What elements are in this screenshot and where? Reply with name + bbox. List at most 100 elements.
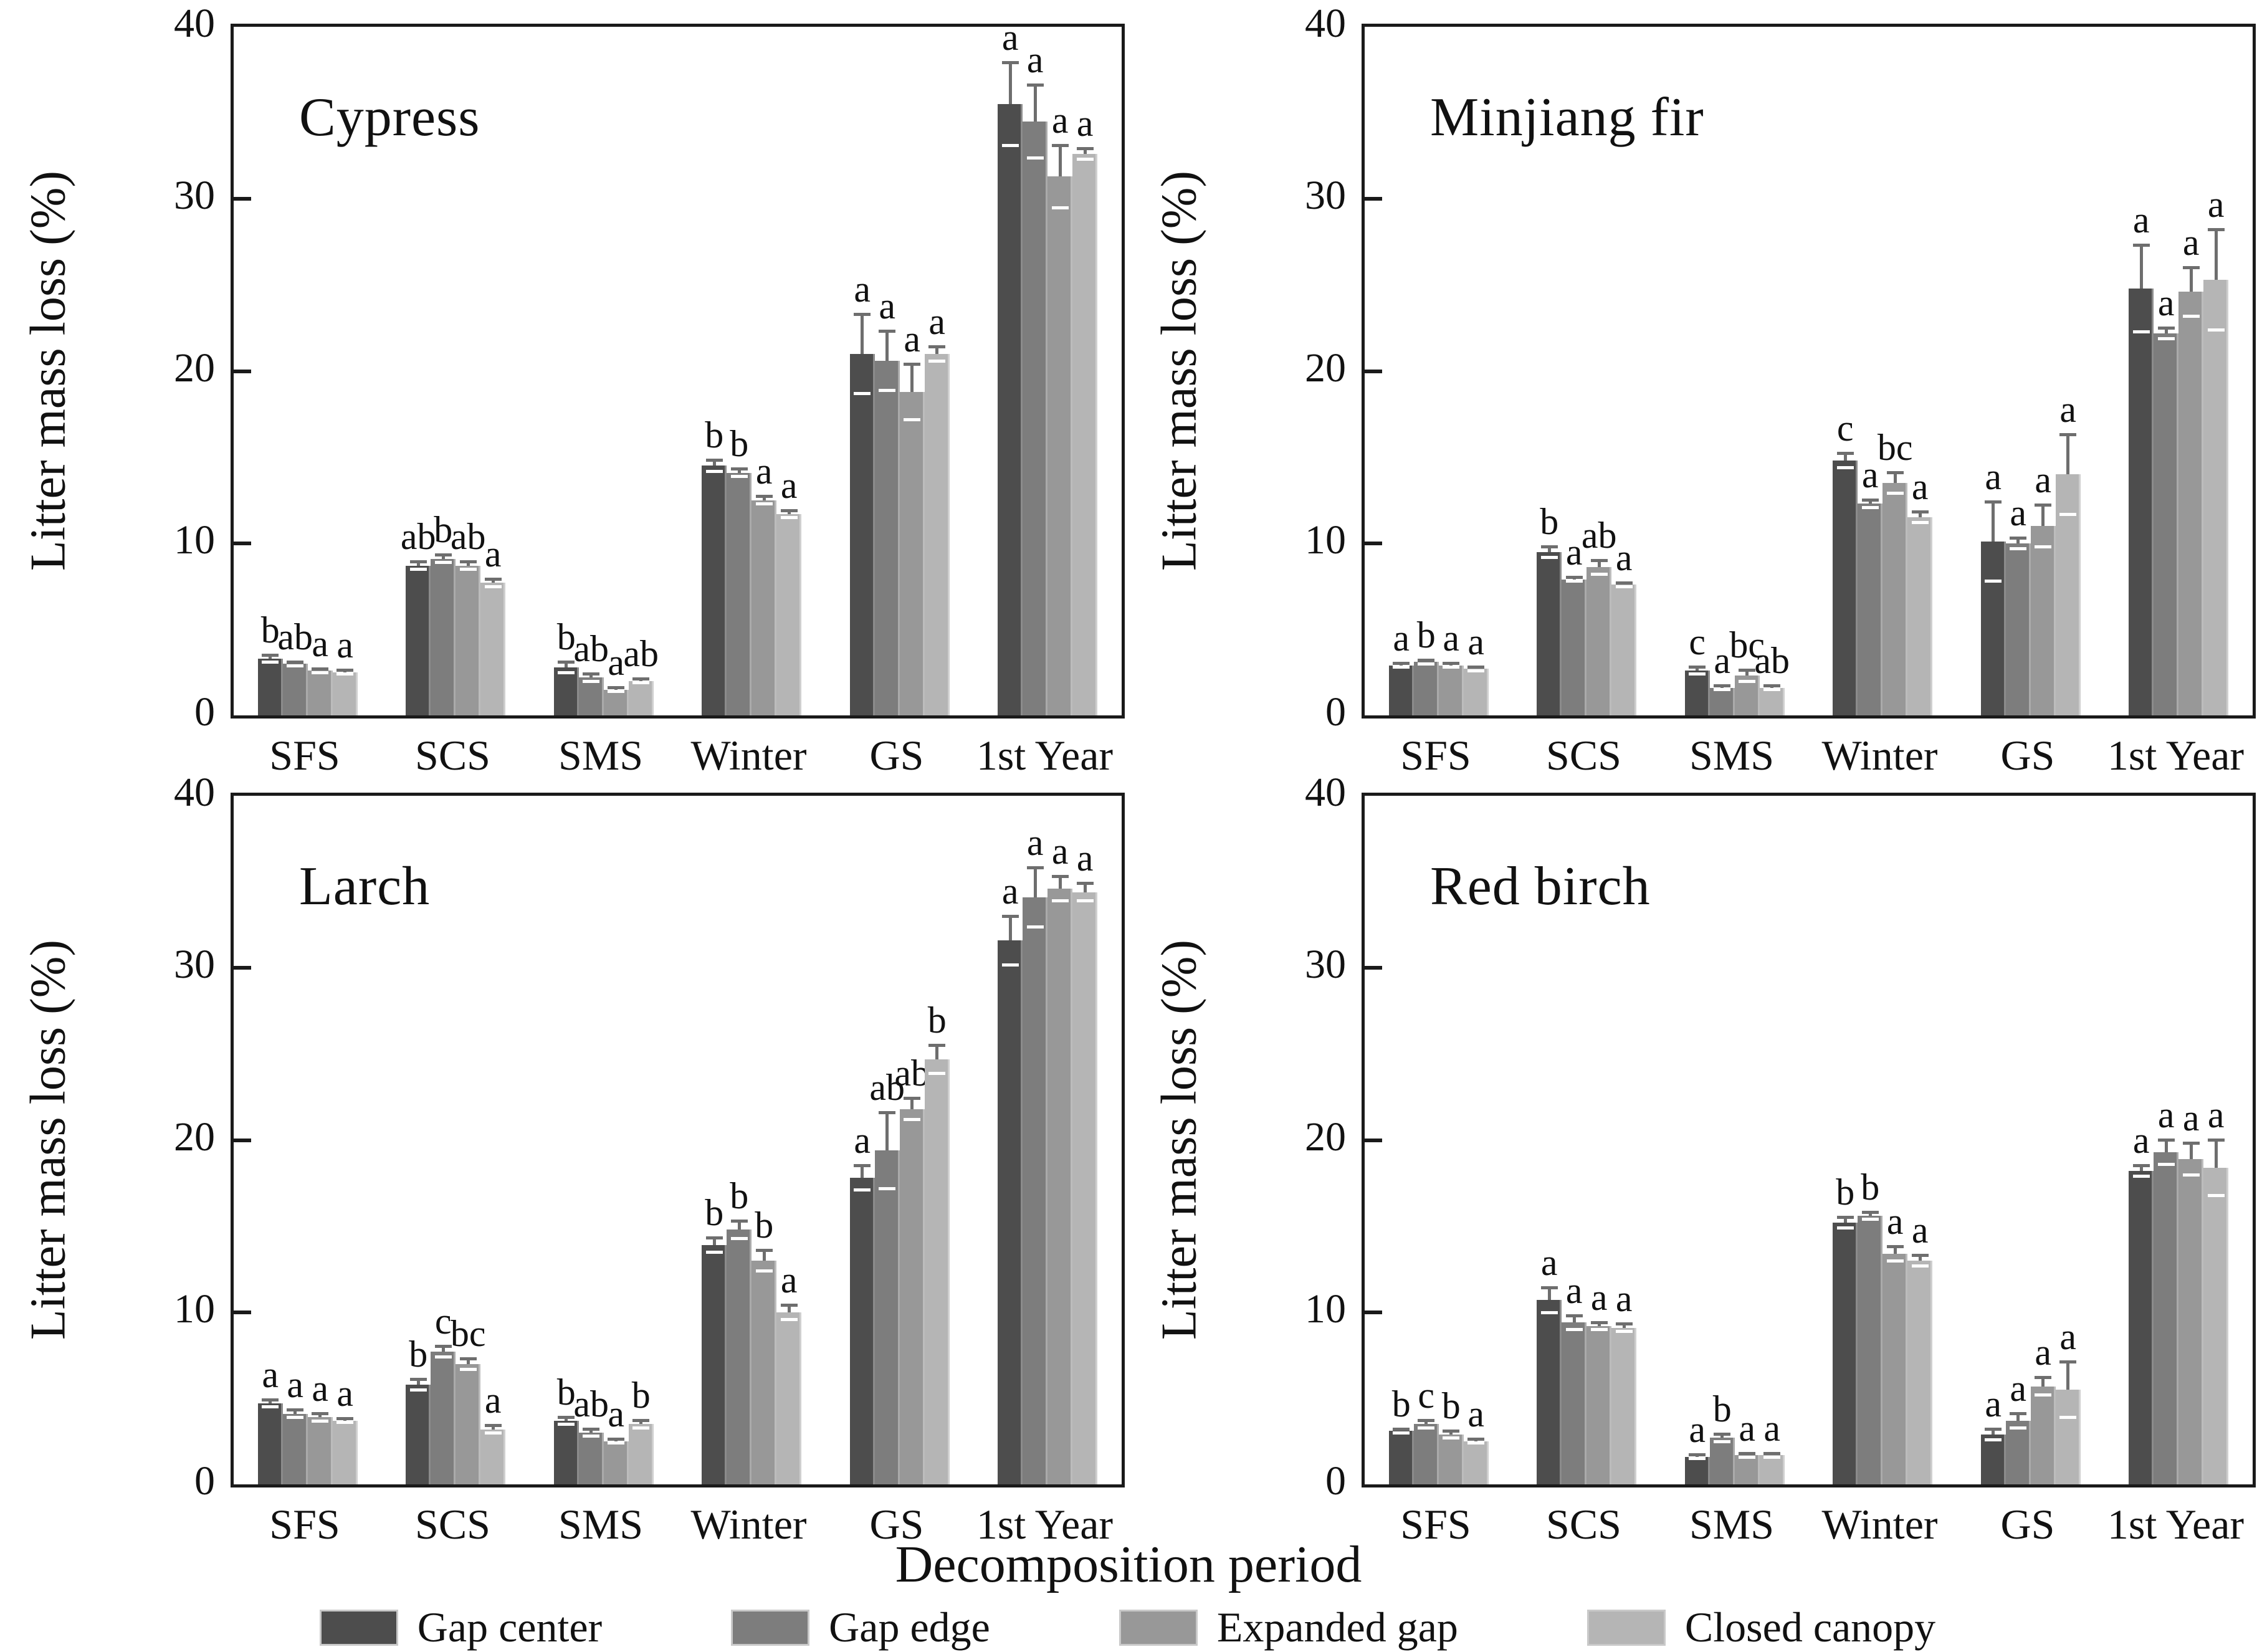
error-bar-lower-cap bbox=[854, 1188, 871, 1192]
bar-gap-center bbox=[406, 565, 431, 715]
bar-gap-center bbox=[998, 104, 1023, 715]
error-bar-lower-cap bbox=[336, 1421, 354, 1425]
error-bar-cap bbox=[2010, 1411, 2027, 1415]
error-bar bbox=[1992, 500, 1995, 542]
error-bar-lower-cap bbox=[632, 1426, 650, 1430]
significance-letter: c bbox=[1418, 1375, 1435, 1416]
y-tick-mark bbox=[234, 1310, 251, 1314]
error-bar bbox=[2139, 244, 2143, 289]
significance-letter: a bbox=[1467, 621, 1485, 662]
bar-gap-center bbox=[1980, 1434, 2006, 1484]
error-bar-cap bbox=[1565, 1314, 1583, 1317]
bar-gap-edge bbox=[578, 1433, 604, 1484]
bar-expanded-gap bbox=[2030, 1386, 2056, 1484]
x-tick-label: GS bbox=[2000, 732, 2055, 779]
significance-letter: a bbox=[336, 1373, 354, 1415]
error-bar-lower-cap bbox=[2059, 512, 2077, 516]
significance-letter: ab bbox=[1754, 640, 1790, 682]
error-bar bbox=[1843, 1216, 1847, 1223]
bar-closed-canopy bbox=[1907, 1260, 1933, 1484]
bar-gap-edge bbox=[1858, 1216, 1883, 1484]
bar-gap-center bbox=[2129, 288, 2154, 715]
significance-letter: b bbox=[260, 609, 280, 651]
bar-closed-canopy bbox=[776, 513, 802, 715]
y-axis-title: Litter mass loss (%) bbox=[1152, 170, 1207, 571]
bar-gap-center bbox=[1833, 461, 1858, 715]
bar-gap-center bbox=[1388, 1431, 1414, 1484]
y-tick-mark bbox=[1365, 1138, 1382, 1142]
y-axis-title: Litter mass loss (%) bbox=[21, 170, 76, 571]
x-tick-labels: SFS SCS SMS Winter GS 1st Year bbox=[1362, 731, 2256, 790]
bar-gap-edge bbox=[2005, 1420, 2031, 1484]
error-bar-lower-cap bbox=[1886, 492, 1904, 495]
bar-expanded-gap bbox=[899, 1109, 925, 1484]
y-tick-mark bbox=[234, 966, 251, 970]
bar-gap-edge bbox=[578, 677, 604, 715]
significance-letter: a bbox=[1540, 1242, 1558, 1284]
y-tick-mark bbox=[1365, 541, 1382, 545]
bar-expanded-gap bbox=[1882, 1253, 1908, 1484]
error-bar-lower-cap bbox=[1590, 1328, 1608, 1332]
significance-letter: b bbox=[1836, 1172, 1855, 1213]
error-bar-lower-cap bbox=[904, 1118, 921, 1122]
significance-letter: ab bbox=[450, 516, 486, 558]
error-bar bbox=[565, 660, 568, 667]
error-bar-lower-cap bbox=[705, 469, 723, 473]
error-bar-cap bbox=[2059, 1360, 2077, 1364]
error-bar-lower-cap bbox=[879, 388, 896, 392]
error-bar-lower-cap bbox=[2207, 328, 2225, 332]
error-bar bbox=[910, 1097, 914, 1109]
error-bar-lower-cap bbox=[1763, 1455, 1781, 1459]
significance-letter: ab bbox=[277, 616, 313, 657]
error-bar-cap bbox=[434, 1345, 452, 1349]
x-tick-label: SCS bbox=[1546, 732, 1621, 779]
error-bar-cap bbox=[1026, 84, 1044, 87]
bar-gap-edge bbox=[282, 1413, 308, 1484]
y-tick-label: 40 bbox=[1305, 770, 1346, 815]
error-bar bbox=[1008, 61, 1012, 105]
bar-gap-edge bbox=[431, 558, 456, 715]
error-bar-cap bbox=[608, 686, 625, 690]
error-bar-cap bbox=[583, 1427, 600, 1431]
significance-letter: a bbox=[2182, 1097, 2200, 1139]
error-bar-cap bbox=[1051, 875, 1069, 879]
error-bar-cap bbox=[1689, 1453, 1706, 1457]
error-bar-cap bbox=[1393, 1427, 1410, 1431]
bar-gap-edge bbox=[1709, 687, 1735, 715]
bar-gap-center bbox=[1537, 551, 1562, 715]
significance-letter: a bbox=[2207, 184, 2225, 226]
error-bar-cap bbox=[928, 345, 946, 349]
error-bar bbox=[787, 1303, 791, 1312]
error-bar-lower-cap bbox=[1076, 158, 1094, 161]
error-bar-lower-cap bbox=[904, 418, 921, 421]
bar-gap-edge bbox=[1562, 1322, 1587, 1484]
bar-expanded-gap bbox=[1882, 483, 1908, 715]
error-bar bbox=[1547, 545, 1551, 552]
significance-letter: b bbox=[1391, 1383, 1411, 1425]
error-bar-lower-cap bbox=[1540, 555, 1558, 559]
error-bar-cap bbox=[879, 330, 896, 333]
error-bar-cap bbox=[1540, 1286, 1558, 1290]
error-bar-cap bbox=[2182, 266, 2200, 269]
bar-gap-center bbox=[1537, 1300, 1562, 1484]
error-bar bbox=[2214, 1138, 2218, 1168]
error-bar bbox=[885, 1110, 889, 1151]
bar-closed-canopy bbox=[1072, 892, 1098, 1484]
error-bar-lower-cap bbox=[336, 672, 354, 676]
x-tick-label: SFS bbox=[1400, 732, 1471, 779]
legend-label: Closed canopy bbox=[1684, 1603, 1936, 1651]
error-bar-cap bbox=[1418, 1419, 1435, 1423]
significance-letter: a bbox=[2157, 1094, 2175, 1135]
error-bar-cap bbox=[1763, 684, 1781, 688]
error-bar-lower-cap bbox=[1051, 899, 1069, 903]
bar-expanded-gap bbox=[307, 671, 333, 715]
error-bar-lower-cap bbox=[1565, 580, 1583, 583]
error-bar bbox=[2041, 1375, 2045, 1387]
significance-letter: a bbox=[608, 1393, 625, 1435]
significance-letter: a bbox=[2035, 459, 2052, 501]
bar-gap-edge bbox=[1413, 662, 1439, 715]
significance-letter: c bbox=[1689, 621, 1706, 662]
bar-gap-center bbox=[2129, 1171, 2154, 1484]
significance-letter: a bbox=[1763, 1407, 1781, 1449]
error-bar-cap bbox=[1615, 581, 1633, 585]
